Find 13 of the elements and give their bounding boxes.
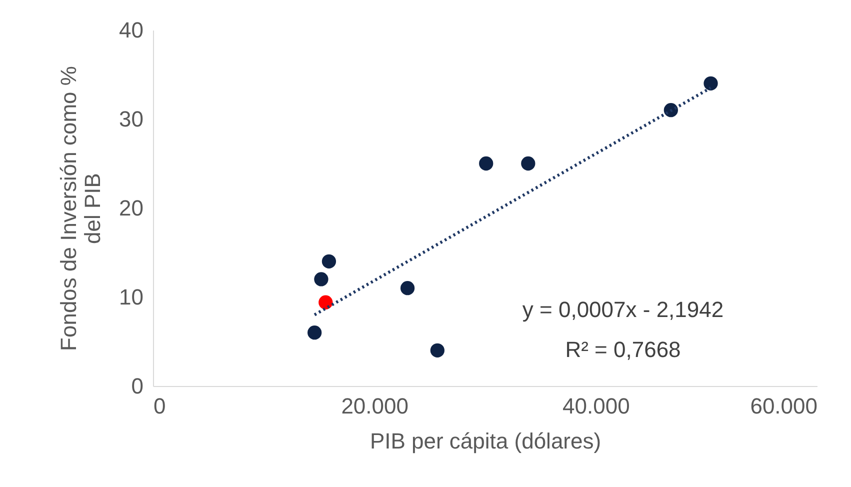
y-tick-label: 0	[131, 374, 144, 398]
y-tick-label: 30	[119, 106, 144, 132]
y-tick-label: 40	[119, 18, 144, 42]
annotation: R² = 0,7668	[565, 337, 681, 362]
x-axis-title: PIB per cápita (dólares)	[370, 428, 602, 454]
x-tick-label: 60.000	[750, 394, 818, 418]
y-tick-label: 20	[119, 196, 144, 220]
y-tick-label: 10	[119, 284, 144, 310]
annotation: y = 0,0007x - 2,1942	[522, 297, 724, 322]
x-tick-label: 20.000	[341, 394, 408, 418]
x-tick-label: 0	[154, 394, 166, 418]
x-tick-label: 40.000	[562, 394, 630, 418]
y-axis-title: Fondos de Inversión como % del PIB	[56, 66, 106, 351]
